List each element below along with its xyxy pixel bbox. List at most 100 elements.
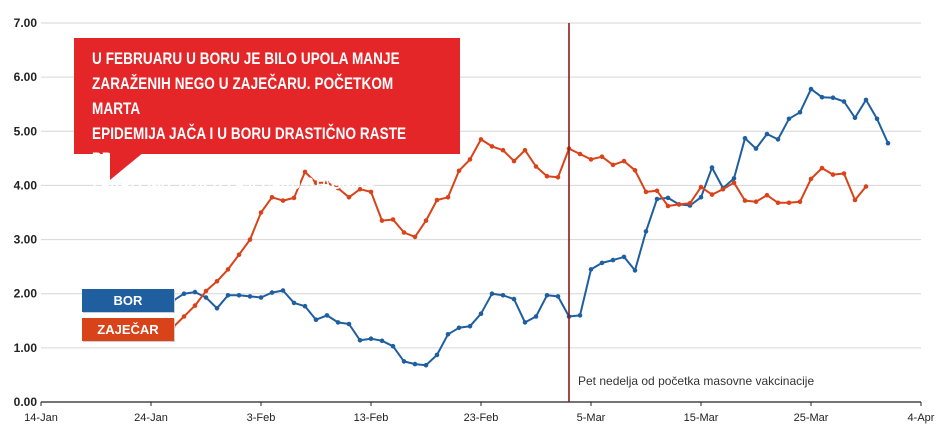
data-point-zajecar <box>236 252 242 257</box>
data-point-zajecar <box>258 210 264 215</box>
data-point-zajecar <box>280 198 286 203</box>
data-point-zajecar <box>610 162 616 168</box>
callout-line: ZARAŽENIH, DOK U ZAJEČARU STAGNIRA <box>92 175 375 193</box>
y-tick-label: 1.00 <box>14 341 38 355</box>
data-point-zajecar <box>533 164 539 169</box>
data-point-bor <box>379 338 385 344</box>
data-point-bor <box>665 195 671 201</box>
data-point-zajecar <box>390 217 396 222</box>
legend-zajecar: ZAJEČAR <box>82 318 174 341</box>
data-point-zajecar <box>588 157 594 162</box>
data-point-bor <box>302 303 308 309</box>
data-point-zajecar <box>379 218 385 223</box>
data-point-bor <box>192 289 198 295</box>
data-point-bor <box>214 306 220 311</box>
data-point-zajecar <box>401 230 407 235</box>
data-point-zajecar <box>830 172 836 177</box>
x-tick-labels: 14-Jan 24-Jan 3-Feb 13-Feb 23-Feb 5-Mar 15-Mar… <box>24 402 935 424</box>
data-point-bor <box>731 176 737 181</box>
data-point-bor <box>544 293 550 298</box>
data-point-zajecar <box>324 180 330 185</box>
data-point-bor <box>423 362 429 368</box>
data-point-bor <box>885 140 891 146</box>
series-line-zajecar <box>172 138 867 329</box>
data-point-bor <box>742 136 748 141</box>
data-point-zajecar <box>511 158 517 164</box>
data-point-zajecar <box>698 184 704 190</box>
data-point-zajecar <box>302 169 308 175</box>
data-point-bor <box>874 116 880 122</box>
data-point-bor <box>775 137 781 142</box>
data-point-bor <box>269 290 275 295</box>
data-point-zajecar <box>346 195 352 200</box>
data-point-bor <box>786 116 792 122</box>
y-tick-label: 3.00 <box>14 233 38 247</box>
data-point-zajecar <box>709 192 715 197</box>
data-point-zajecar <box>423 218 429 223</box>
data-point-bor <box>555 294 561 299</box>
data-point-zajecar <box>621 158 627 164</box>
data-point-bor <box>709 165 715 170</box>
data-point-bor <box>203 295 209 300</box>
x-tick-label: 14-Jan <box>24 412 58 424</box>
data-point-bor <box>500 293 506 298</box>
data-point-zajecar <box>841 171 847 176</box>
annotation-label: Pet nedelja od početka masovne vakcinaci… <box>578 374 814 388</box>
data-point-bor <box>852 115 858 121</box>
x-tick-label: 3-Feb <box>247 412 276 424</box>
data-point-bor <box>390 343 396 349</box>
y-tick-label: 7.00 <box>14 16 38 30</box>
data-point-bor <box>841 99 847 104</box>
data-point-bor <box>533 314 539 319</box>
data-point-bor <box>797 110 803 115</box>
data-point-bor <box>467 323 473 329</box>
callout-line: ZARAŽENIH NEGO U ZAJEČARU. POČETKOM MART… <box>92 75 394 118</box>
data-point-zajecar <box>247 237 253 242</box>
callout-line: U FEBRUARU U BORU JE BILO UPOLA MANJE <box>92 50 400 68</box>
data-point-zajecar <box>764 192 770 198</box>
data-point-zajecar <box>456 168 462 174</box>
data-point-bor <box>456 325 462 331</box>
data-point-bor <box>357 338 363 343</box>
data-point-zajecar <box>291 195 297 201</box>
data-point-zajecar <box>368 189 374 195</box>
y-tick-label: 6.00 <box>14 70 38 84</box>
y-tick-label: 2.00 <box>14 287 38 301</box>
data-point-bor <box>599 260 605 266</box>
data-point-zajecar <box>269 195 275 200</box>
series-layer <box>170 86 891 368</box>
data-point-bor <box>808 86 814 92</box>
x-tick-label: 5-Mar <box>577 412 606 424</box>
data-point-bor <box>588 267 594 272</box>
data-point-bor <box>412 361 418 367</box>
data-point-zajecar <box>643 189 649 195</box>
data-point-zajecar <box>632 168 638 173</box>
x-tick-label: 25-Mar <box>794 412 829 424</box>
data-point-bor <box>632 268 638 273</box>
data-point-bor <box>368 336 374 342</box>
legend-bor: BOR <box>82 289 174 312</box>
data-point-zajecar <box>808 176 814 182</box>
y-tick-label: 0.00 <box>14 395 38 409</box>
data-point-bor <box>335 320 341 325</box>
x-tick-label: 4-Apr <box>908 412 935 424</box>
data-point-zajecar <box>720 186 726 192</box>
data-point-bor <box>522 320 528 325</box>
data-point-bor <box>346 321 352 327</box>
data-point-zajecar <box>192 303 198 308</box>
y-tick-label: 5.00 <box>14 124 38 138</box>
data-point-zajecar <box>863 184 869 189</box>
data-point-zajecar <box>577 151 583 157</box>
data-point-zajecar <box>522 147 528 153</box>
callout-text: U FEBRUARU U BORU JE BILO UPOLA MANJE ZA… <box>92 47 445 197</box>
data-point-zajecar <box>676 202 682 207</box>
data-point-zajecar <box>599 154 605 159</box>
data-point-zajecar <box>478 137 484 142</box>
data-point-zajecar <box>500 147 506 153</box>
data-point-zajecar <box>181 314 187 319</box>
callout-line: EPIDEMIJA JAČA I U BORU DRASTIČNO RASTE … <box>92 125 407 168</box>
data-point-bor <box>225 293 231 298</box>
data-point-bor <box>819 94 825 100</box>
data-point-bor <box>280 288 286 293</box>
data-point-zajecar <box>203 288 209 294</box>
